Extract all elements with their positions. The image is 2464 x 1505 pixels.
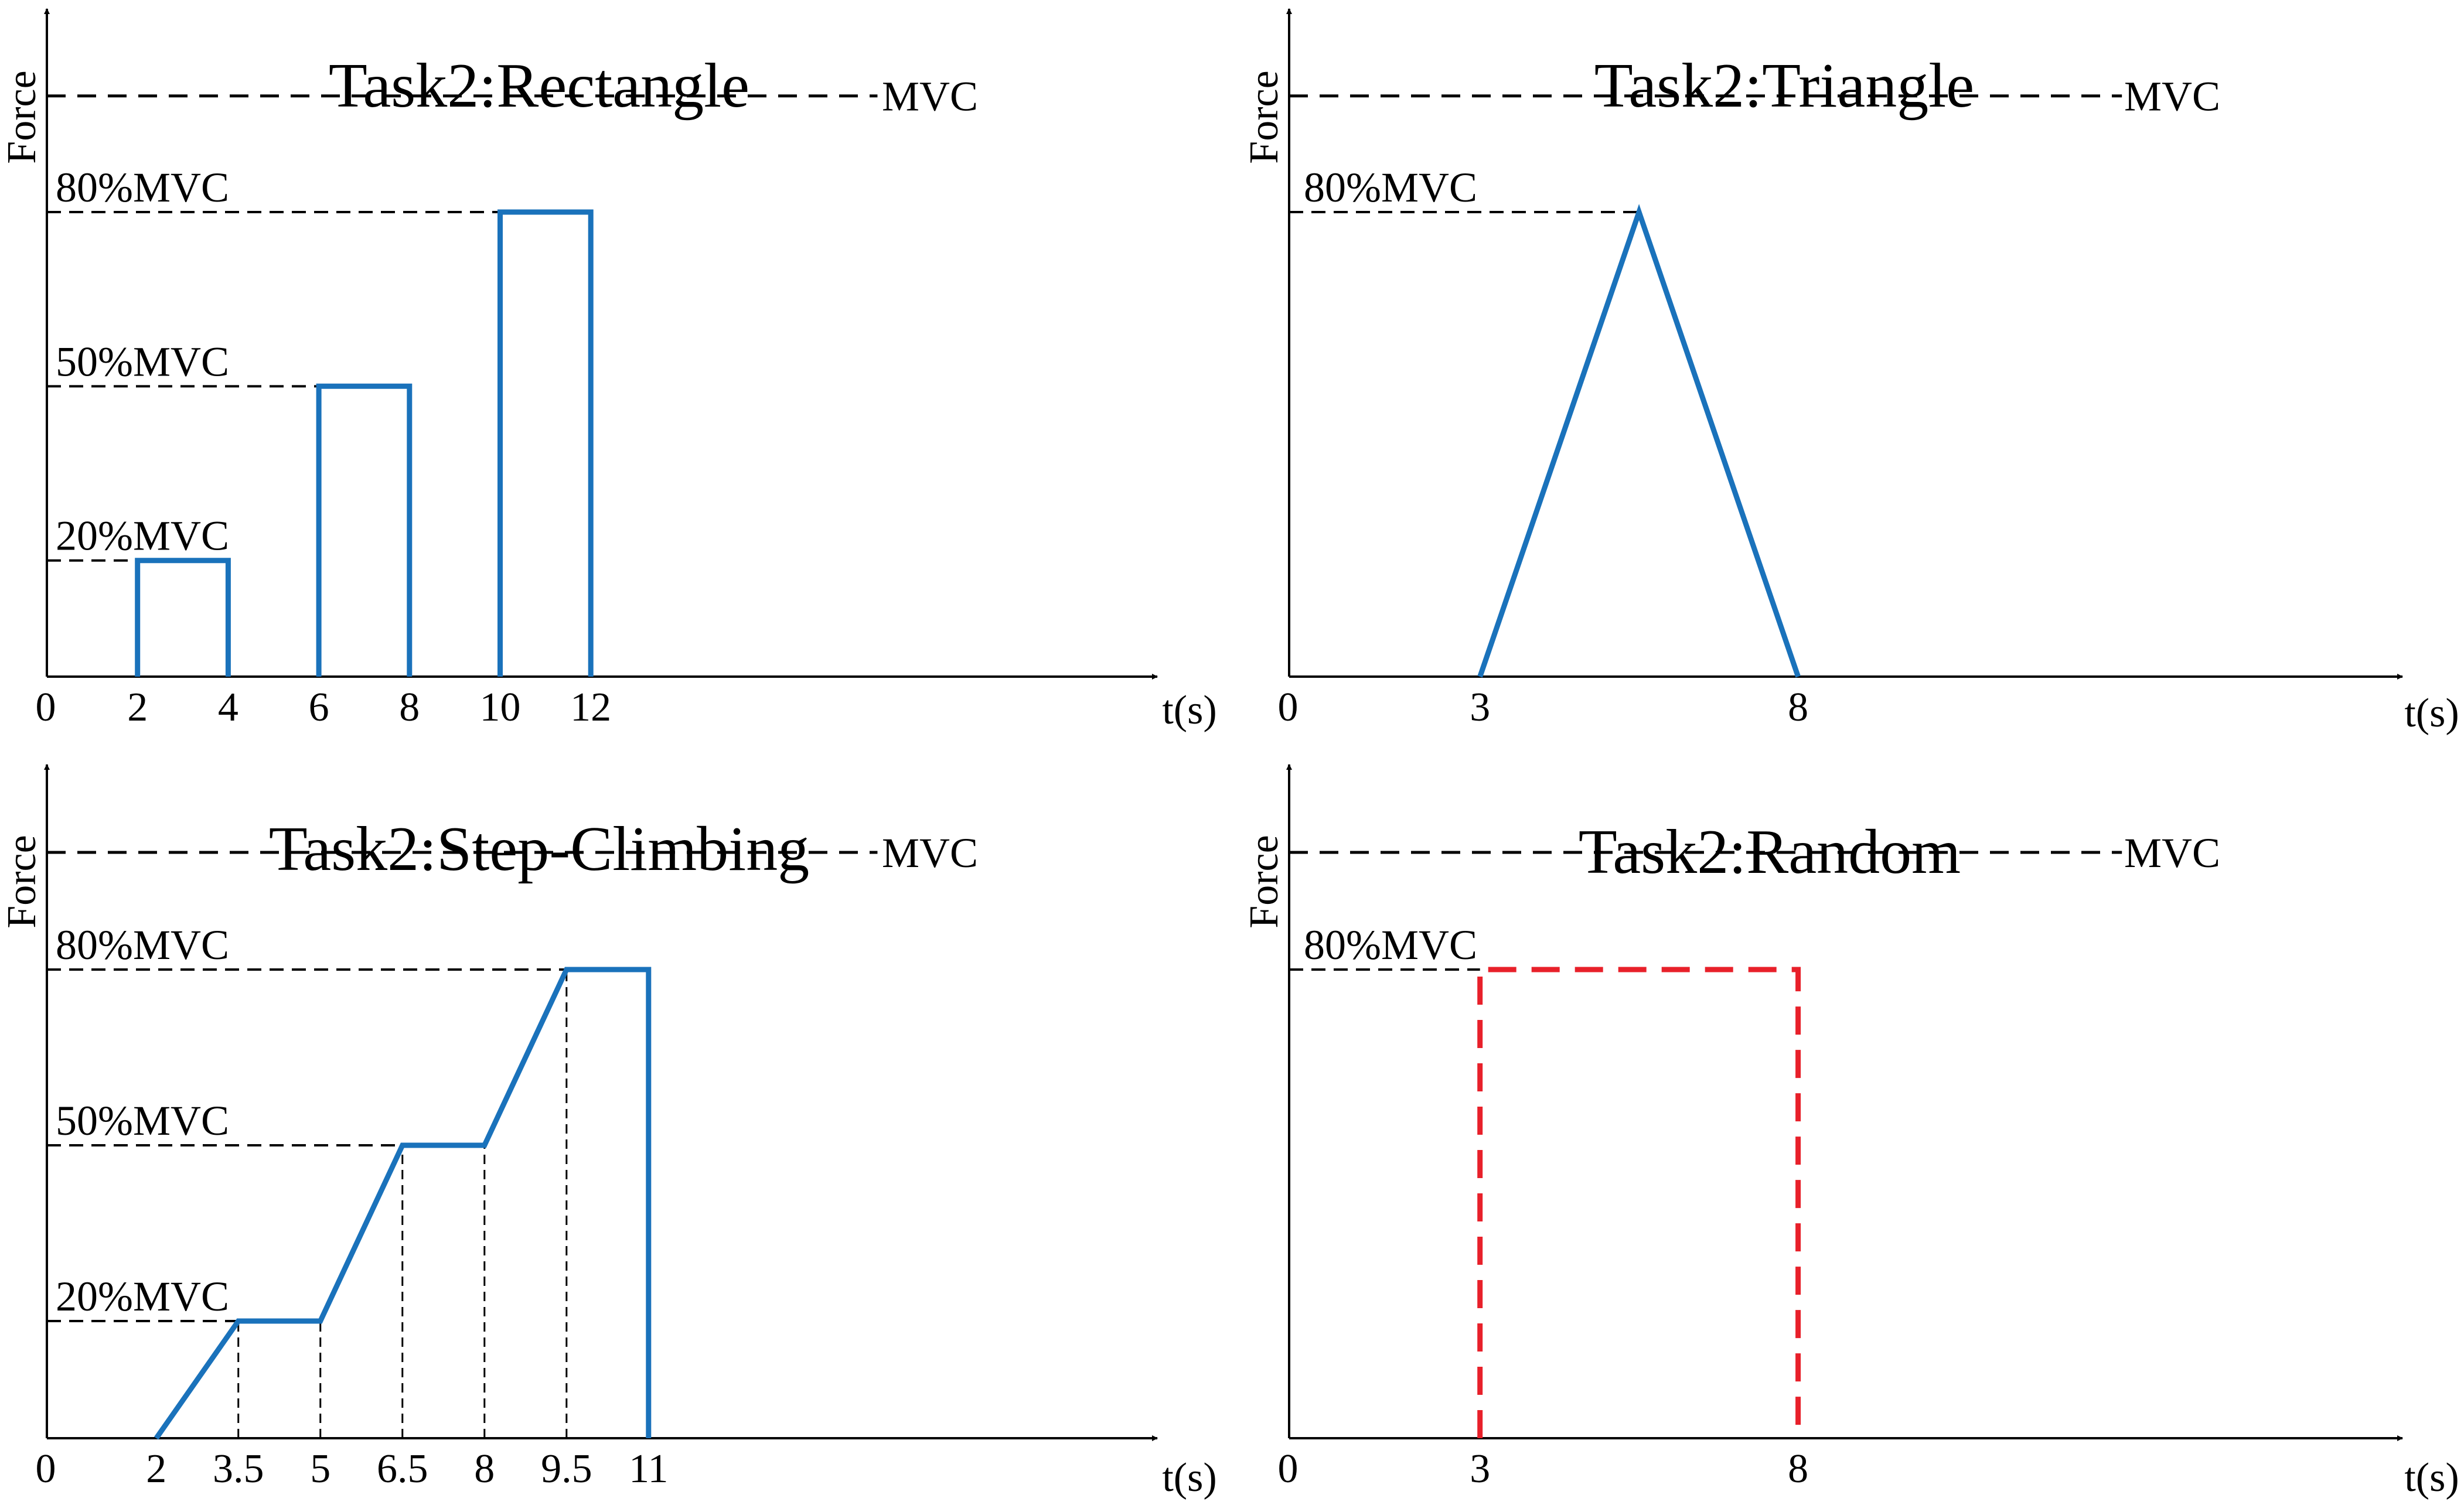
panel-step-climbing: Task2:Step-Climbing Force t(s) 0 MVC 80%MVC 50… xyxy=(0,764,1217,1500)
level-label: 20%MVC xyxy=(56,1273,229,1320)
level-label: 80%MVC xyxy=(56,164,229,211)
x-tick-label: 6 xyxy=(309,685,329,730)
x-axis-label: t(s) xyxy=(2404,1455,2459,1500)
panel-triangle: Task2:Triangle Force t(s) 0 MVC 80%MVC 3 8 xyxy=(1242,8,2459,736)
x-axis-label: t(s) xyxy=(2404,691,2459,736)
y-axis-label: Force xyxy=(0,835,45,928)
profile-line xyxy=(316,383,413,677)
x-tick-label: 8 xyxy=(1788,685,1808,730)
x-tick-label: 2 xyxy=(127,685,148,730)
mvc-label: MVC xyxy=(882,830,978,876)
x-axis-label: t(s) xyxy=(1162,688,1216,733)
x-tick-label: 3.5 xyxy=(213,1446,264,1492)
level-label: 50%MVC xyxy=(56,1097,229,1144)
profile-line xyxy=(135,558,231,677)
panel-rectangle: Task2:Rectangle Force t(s) 0 MVC 80%MVC 50%MVC… xyxy=(0,8,1217,733)
profile-line xyxy=(1477,967,1801,1438)
x-tick-label: 2 xyxy=(146,1446,166,1492)
chart-title: Task2:Rectangle xyxy=(329,51,749,121)
origin-label: 0 xyxy=(36,685,56,730)
x-axis-label: t(s) xyxy=(1162,1455,1216,1500)
x-tick-label: 6.5 xyxy=(377,1446,428,1492)
origin-label: 0 xyxy=(1278,685,1299,730)
chart-title: Task2:Triangle xyxy=(1594,51,1974,121)
x-tick-label: 12 xyxy=(570,685,611,730)
y-axis-label: Force xyxy=(1242,70,1287,163)
y-axis-label: Force xyxy=(0,70,45,163)
x-tick-label: 10 xyxy=(479,685,520,730)
origin-label: 0 xyxy=(1278,1446,1299,1492)
chart-title: Task2:Step-Climbing xyxy=(269,814,809,884)
mvc-label: MVC xyxy=(882,73,978,120)
x-tick-label: 8 xyxy=(399,685,420,730)
profile-line xyxy=(497,209,594,677)
x-tick-label: 5 xyxy=(310,1446,330,1492)
level-label: 20%MVC xyxy=(56,513,229,559)
profile-line xyxy=(1477,204,1801,678)
x-tick-label: 8 xyxy=(1788,1446,1808,1492)
x-tick-label: 8 xyxy=(474,1446,495,1492)
y-axis-label: Force xyxy=(1242,835,1287,928)
mvc-label: MVC xyxy=(2124,73,2220,120)
level-label: 80%MVC xyxy=(56,922,229,968)
origin-label: 0 xyxy=(36,1446,56,1492)
x-tick-label: 3 xyxy=(1470,685,1490,730)
x-tick-label: 4 xyxy=(218,685,238,730)
level-label: 50%MVC xyxy=(56,338,229,385)
level-label: 80%MVC xyxy=(1304,164,1477,211)
level-label: 80%MVC xyxy=(1304,922,1477,968)
x-tick-label: 9.5 xyxy=(541,1446,592,1492)
x-tick-label: 3 xyxy=(1470,1446,1490,1492)
profile-line xyxy=(154,967,652,1440)
x-tick-label: 11 xyxy=(629,1446,668,1492)
mvc-label: MVC xyxy=(2124,830,2220,876)
